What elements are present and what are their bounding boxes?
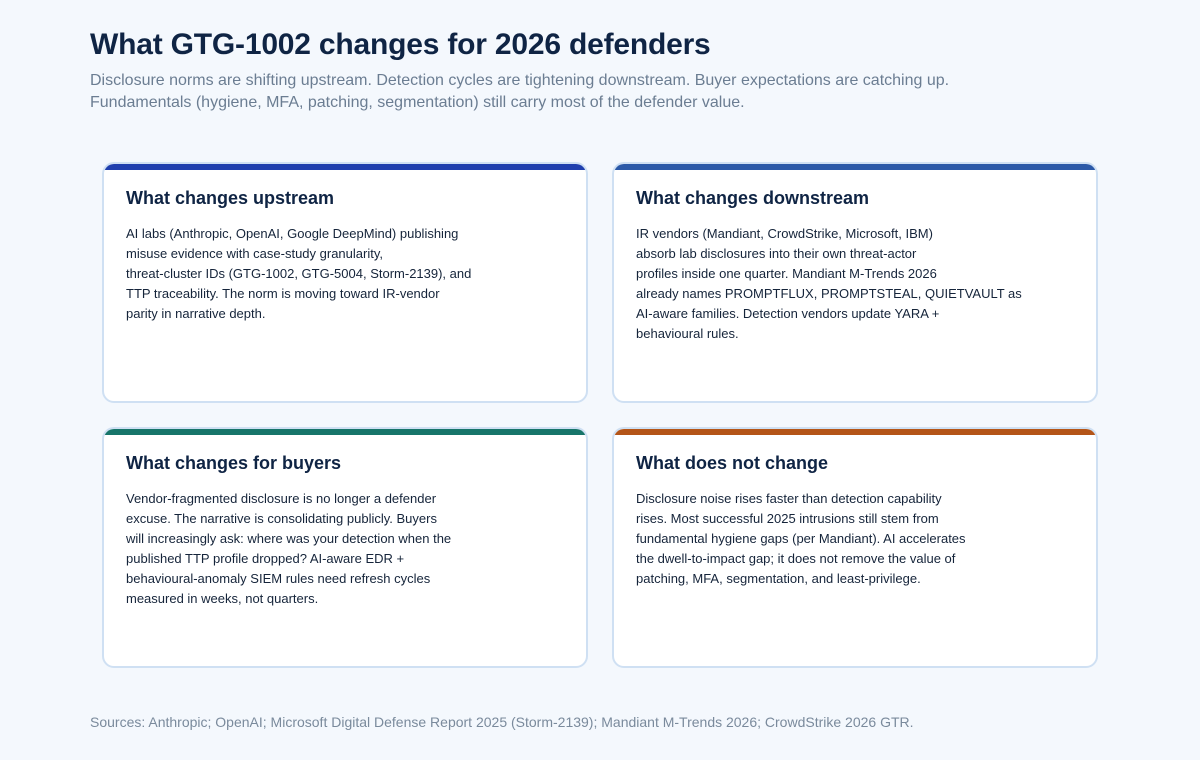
card-title: What changes for buyers (126, 453, 342, 473)
card-body-line: already names PROMPTFLUX, PROMPTSTEAL, Q… (636, 286, 1022, 301)
card-body-line: threat-cluster IDs (GTG-1002, GTG-5004, … (126, 266, 472, 281)
card-title: What does not change (636, 453, 829, 473)
card-downstream: What changes downstream IR vendors (Mand… (612, 162, 1098, 403)
card-accent-bar (614, 164, 1096, 170)
card-body-line: profiles inside one quarter. Mandiant M-… (636, 266, 937, 281)
card-body-line: TTP traceability. The norm is moving tow… (126, 286, 440, 301)
card-body-line: rises. Most successful 2025 intrusions s… (636, 511, 939, 526)
page-title: What GTG-1002 changes for 2026 defenders (90, 28, 711, 61)
card-body-line: AI-aware families. Detection vendors upd… (636, 306, 940, 321)
card-body-line: IR vendors (Mandiant, CrowdStrike, Micro… (636, 226, 933, 241)
card-body-line: patching, MFA, segmentation, and least-p… (636, 571, 921, 586)
card-body: Disclosure noise rises faster than detec… (636, 489, 1076, 589)
cards-grid: What changes upstream AI labs (Anthropic… (102, 162, 1098, 668)
card-body: AI labs (Anthropic, OpenAI, Google DeepM… (126, 224, 566, 324)
card-body-line: fundamental hygiene gaps (per Mandiant).… (636, 531, 966, 546)
card-body-line: parity in narrative depth. (126, 306, 266, 321)
card-body-line: Disclosure noise rises faster than detec… (636, 491, 942, 506)
card-body-line: published TTP profile dropped? AI-aware … (126, 551, 405, 566)
card-body-line: absorb lab disclosures into their own th… (636, 246, 917, 261)
card-buyers: What changes for buyers Vendor-fragmente… (102, 427, 588, 668)
card-body: IR vendors (Mandiant, CrowdStrike, Micro… (636, 224, 1076, 344)
subtitle-line: Disclosure norms are shifting upstream. … (90, 72, 950, 89)
card-body-line: behavioural-anomaly SIEM rules need refr… (126, 571, 431, 586)
card-upstream: What changes upstream AI labs (Anthropic… (102, 162, 588, 403)
card-title: What changes upstream (126, 188, 335, 208)
card-body-line: misuse evidence with case-study granular… (126, 246, 383, 261)
card-body-line: Vendor-fragmented disclosure is no longe… (126, 491, 437, 506)
card-body-line: excuse. The narrative is consolidating p… (126, 511, 437, 526)
page-subtitle: Disclosure norms are shifting upstream. … (90, 70, 1090, 114)
card-body-line: the dwell-to-impact gap; it does not rem… (636, 551, 956, 566)
card-body-line: AI labs (Anthropic, OpenAI, Google DeepM… (126, 226, 459, 241)
card-body-line: will increasingly ask: where was your de… (126, 531, 452, 546)
card-accent-bar (104, 429, 586, 435)
card-body: Vendor-fragmented disclosure is no longe… (126, 489, 566, 609)
card-body-line: measured in weeks, not quarters. (126, 591, 319, 606)
card-accent-bar (614, 429, 1096, 435)
subtitle-line: Fundamentals (hygiene, MFA, patching, se… (90, 94, 745, 111)
card-body-line: behavioural rules. (636, 326, 739, 341)
sources-footnote: Sources: Anthropic; OpenAI; Microsoft Di… (90, 714, 914, 730)
card-unchanged: What does not change Disclosure noise ri… (612, 427, 1098, 668)
card-accent-bar (104, 164, 586, 170)
card-title: What changes downstream (636, 188, 870, 208)
